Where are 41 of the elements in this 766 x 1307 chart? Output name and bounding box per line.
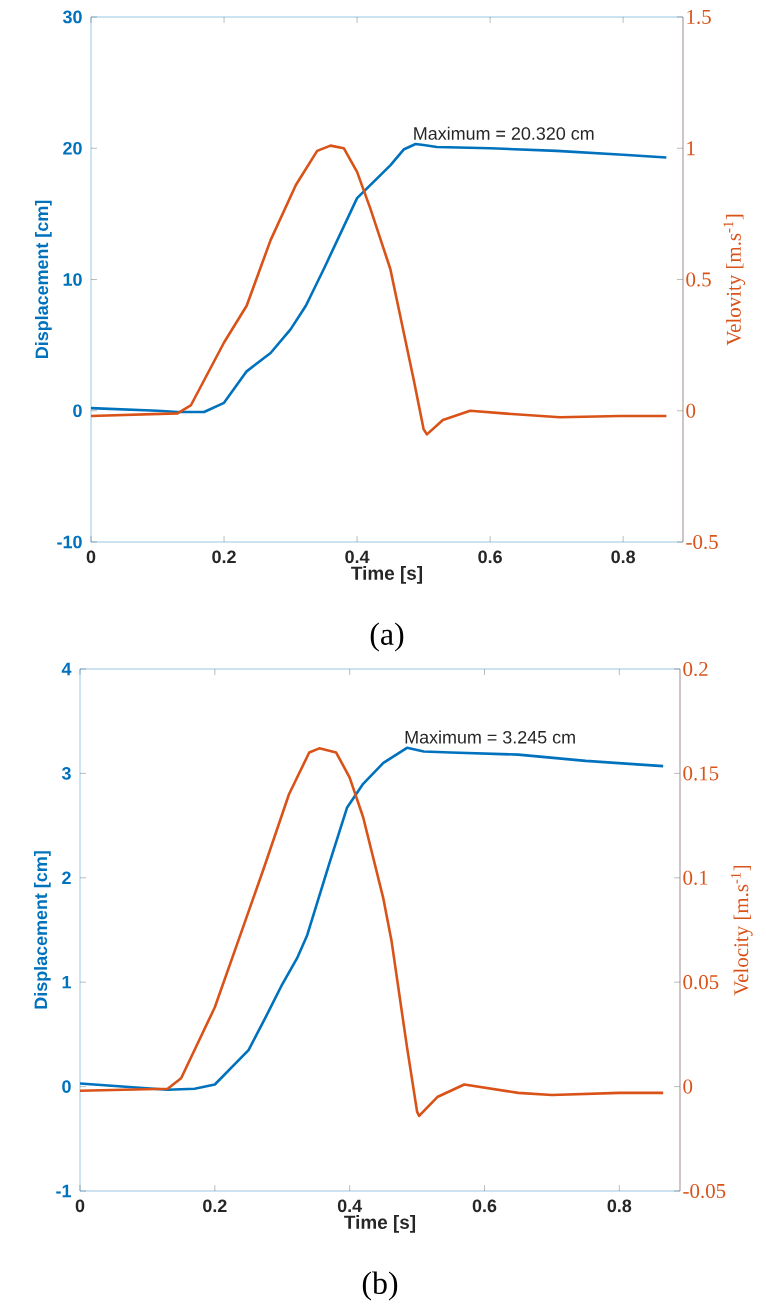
- y2-axis-title: Velocity [m.s$^{-1}$]: [730, 865, 753, 996]
- y2-axis-title: Velovity [m.s$^{-1}$]: [723, 214, 746, 346]
- y2-tick-label: -0.05: [683, 1183, 726, 1199]
- y2-tick-label: 0.2: [683, 661, 708, 677]
- x-tick-label: 0.8: [611, 550, 636, 564]
- x-tick-label: 0.4: [345, 550, 370, 564]
- y-tick-label: -1: [56, 1184, 71, 1198]
- y-tick-label: 30: [62, 10, 82, 24]
- y2-tick-label: 0.1: [683, 870, 708, 885]
- y2-tick-label: 0: [686, 403, 696, 418]
- x-axis-title: Time [s]: [344, 1215, 416, 1233]
- x-tick-label: 0.8: [607, 1199, 632, 1213]
- text: (a): [370, 622, 404, 652]
- y-tick-label: 1: [62, 976, 71, 989]
- y2-tick-label: 0: [683, 1079, 693, 1094]
- x-axis-title: Time [s]: [351, 566, 423, 584]
- y2-tick-label: 0.15: [683, 766, 719, 781]
- y-axis-title: Displacement [cm]: [35, 200, 52, 359]
- y2-tick-label: 0.05: [683, 975, 719, 990]
- annotation: Maximum = 20.320 cm: [414, 126, 594, 140]
- x-tick-label: 0.2: [203, 1199, 227, 1213]
- y2-tick-label: -0.5: [686, 534, 718, 550]
- x-tick-label: 0.6: [472, 1199, 497, 1213]
- x-tick-label: 0.4: [337, 1199, 363, 1213]
- y2-tick-label: 0.5: [686, 272, 711, 287]
- y-tick-label: 10: [63, 273, 82, 286]
- x-tick-label: 0.2: [212, 550, 236, 564]
- y2-tick-label: 1.5: [687, 9, 711, 25]
- y-tick-label: 2: [62, 871, 71, 885]
- annotation: Maximum = 3.245 cm: [405, 730, 575, 744]
- y-tick-label: 3: [61, 767, 71, 780]
- x-tick-label: 0.6: [478, 550, 502, 564]
- text: (b): [362, 1271, 398, 1301]
- y-tick-label: 0: [62, 1080, 71, 1093]
- y-tick-label: 20: [63, 141, 82, 155]
- y-axis-title: Displacement [cm]: [33, 851, 51, 1009]
- x-tick-label: 0: [86, 550, 96, 564]
- y-tick-label: 4: [61, 662, 72, 676]
- y-tick-label: -10: [57, 535, 82, 549]
- y2-tick-label: 1: [687, 141, 695, 156]
- y-tick-label: 0: [73, 404, 82, 418]
